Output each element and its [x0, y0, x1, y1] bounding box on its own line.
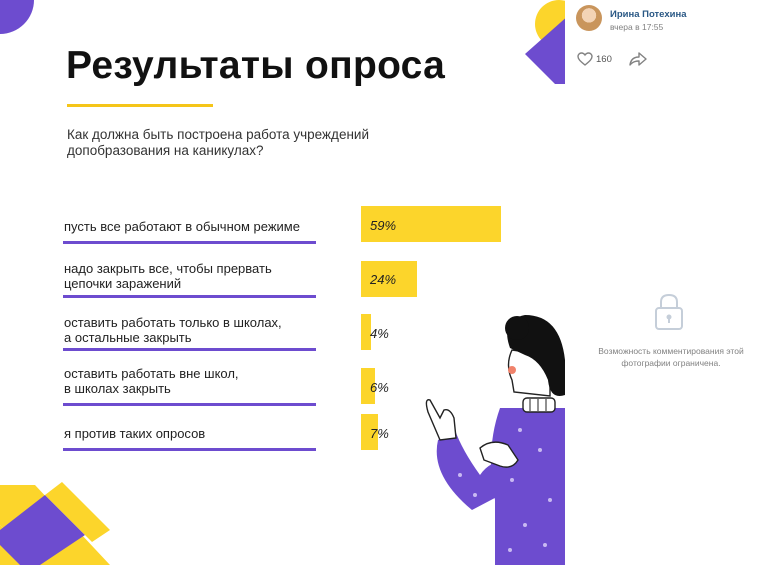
lock-icon — [655, 293, 683, 330]
option-label: я против таких опросов — [64, 426, 206, 441]
result-percent: 59% — [370, 218, 397, 233]
result-bar — [361, 206, 501, 242]
option-label: пусть все работают в обычном режиме — [64, 219, 300, 234]
result-bar — [361, 414, 378, 450]
corner-shape-bottom-left — [0, 482, 110, 565]
result-bar — [361, 314, 371, 350]
result-bar — [361, 261, 417, 297]
option-underline — [63, 348, 316, 351]
result-bar — [361, 368, 375, 404]
result-percent: 24% — [370, 272, 397, 287]
avatar[interactable] — [576, 5, 602, 31]
post-sidebar: Ирина Потехина вчера в 17:55 160 Возможн… — [565, 0, 770, 565]
title-underline — [67, 104, 213, 107]
likes-count: 160 — [596, 54, 612, 65]
option-underline — [63, 295, 316, 298]
comments-restricted-notice: Возможность комментирования этой фотогра… — [598, 346, 744, 368]
heart-icon[interactable] — [577, 52, 593, 66]
page-title: Результаты опроса — [66, 44, 446, 87]
post-time[interactable]: вчера в 17:55 — [610, 22, 664, 32]
option-label: надо закрыть все, чтобы прервать цепочки… — [64, 261, 272, 291]
option-label: оставить работать только в школах, а ост… — [64, 315, 282, 345]
survey-question: Как должна быть построена работа учрежде… — [67, 127, 369, 158]
option-underline — [63, 448, 316, 451]
option-underline — [63, 241, 316, 244]
option-underline — [63, 403, 316, 406]
author-name[interactable]: Ирина Потехина — [610, 9, 687, 20]
option-label: оставить работать вне школ, в школах зак… — [64, 366, 239, 396]
result-percent: 6% — [370, 380, 389, 395]
post-photo[interactable]: Результаты опроса Как должна быть постро… — [0, 0, 565, 565]
character-illustration — [425, 315, 565, 565]
corner-shape-top-right — [525, 0, 565, 84]
result-percent: 4% — [370, 326, 389, 341]
corner-shape-top-left — [0, 0, 34, 34]
share-icon[interactable] — [629, 52, 647, 66]
result-percent: 7% — [370, 426, 389, 441]
